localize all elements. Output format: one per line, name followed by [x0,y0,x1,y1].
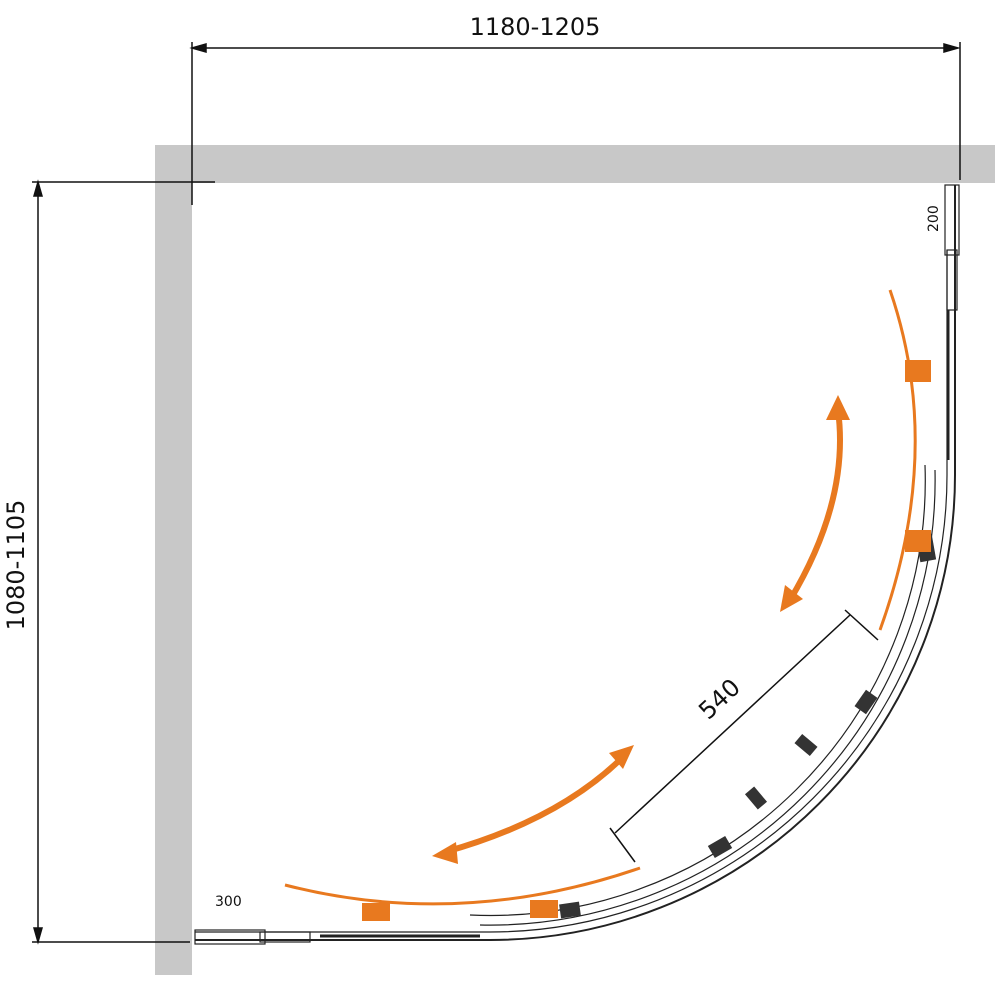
opening-label: 540 [693,673,746,725]
tracks [194,184,960,945]
doors [284,289,917,906]
wall-left [155,145,192,975]
width-label: 1180-1205 [470,13,601,41]
depth-label: 1080-1105 [2,500,30,631]
rollers [559,533,937,919]
width-dimension [189,42,961,205]
arrow-heads [432,395,850,864]
top-panel-label: 200 [926,205,942,232]
door-handles [362,360,931,921]
wall-top [155,145,995,183]
arrows [444,409,843,855]
bottom-panel-label: 300 [215,894,242,910]
depth-dimension [32,179,215,945]
wall-gap [192,183,212,943]
opening-dimension [609,609,879,863]
